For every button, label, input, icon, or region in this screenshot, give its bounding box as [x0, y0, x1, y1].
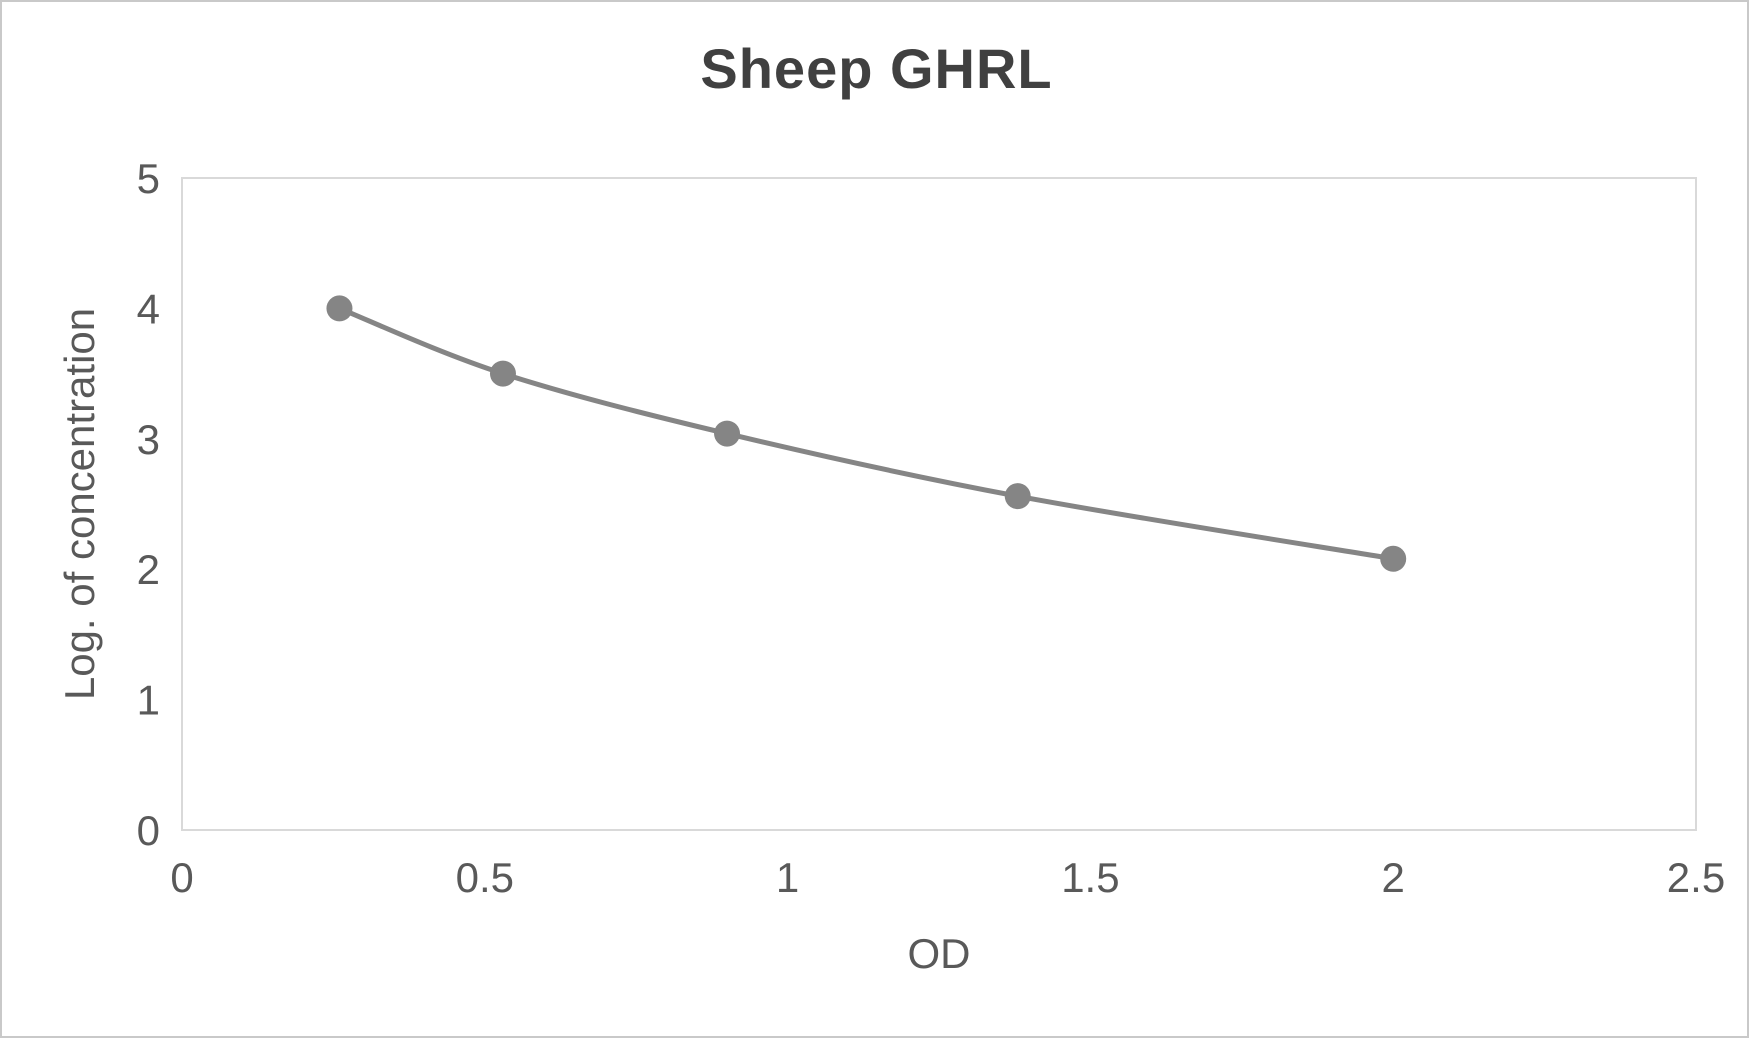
y-tick-label: 2	[137, 546, 160, 593]
x-tick-label: 1.5	[1061, 854, 1119, 901]
data-point	[714, 420, 741, 447]
y-tick-label: 0	[137, 807, 160, 854]
x-tick-label: 2	[1382, 854, 1405, 901]
x-tick-label: 2.5	[1667, 854, 1725, 901]
chart-title: Sheep GHRL	[700, 37, 1053, 100]
data-point	[1380, 545, 1407, 572]
y-tick-label: 4	[137, 285, 160, 332]
x-tick-label: 0	[170, 854, 193, 901]
y-tick-label: 3	[137, 416, 160, 463]
data-point	[489, 360, 516, 387]
y-tick-label: 1	[137, 677, 160, 724]
series-line	[336, 305, 1396, 562]
y-tick-label: 5	[137, 155, 160, 202]
x-tick-label: 1	[776, 854, 799, 901]
x-tick-label: 0.5	[456, 854, 514, 901]
data-point	[326, 295, 353, 322]
plot-border	[181, 177, 1697, 831]
x-axis-title: OD	[907, 930, 971, 977]
data-point	[1004, 483, 1031, 510]
